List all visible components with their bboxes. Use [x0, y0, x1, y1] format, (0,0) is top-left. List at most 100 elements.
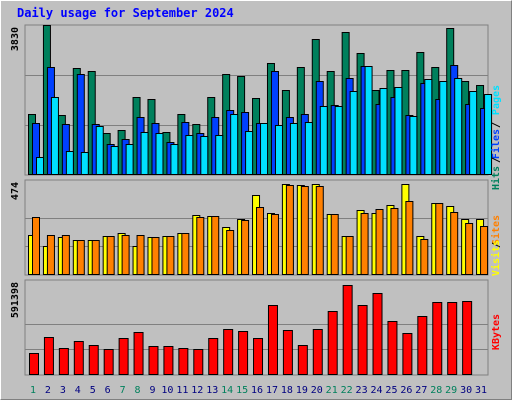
day-label-27: 27 — [415, 385, 427, 396]
bar-sites-day-1 — [32, 217, 40, 275]
bar-pages-day-7 — [125, 144, 134, 175]
bar-kbytes-day-14 — [223, 329, 234, 375]
legend-hits-0: Hits — [490, 166, 502, 190]
day-label-4: 4 — [75, 385, 81, 396]
day-label-23: 23 — [356, 385, 368, 396]
bar-pages-day-23 — [364, 66, 373, 175]
bar-kbytes-day-26 — [402, 333, 413, 375]
bar-kbytes-day-1 — [29, 353, 39, 375]
day-label-13: 13 — [206, 385, 218, 396]
bar-sites-day-22 — [345, 236, 354, 275]
day-label-7: 7 — [120, 385, 126, 396]
bar-pages-day-10 — [170, 144, 179, 175]
day-label-6: 6 — [105, 385, 111, 396]
bar-sites-day-16 — [256, 207, 265, 275]
day-label-9: 9 — [149, 385, 155, 396]
bar-sites-day-5 — [91, 240, 100, 275]
bar-pages-day-18 — [289, 123, 298, 175]
bar-pages-day-17 — [274, 125, 283, 175]
bar-sites-day-9 — [151, 237, 160, 275]
bar-pages-day-8 — [140, 132, 149, 175]
bar-kbytes-day-16 — [253, 338, 264, 375]
bar-kbytes-day-22 — [342, 285, 353, 375]
bar-sites-day-17 — [270, 214, 279, 275]
bar-kbytes-day-25 — [387, 321, 398, 375]
bar-sites-day-27 — [420, 239, 429, 275]
bar-pages-day-31 — [484, 94, 493, 175]
bar-sites-day-14 — [226, 230, 235, 275]
bar-kbytes-day-18 — [282, 330, 293, 375]
bar-pages-day-20 — [319, 106, 328, 175]
legend-slash-0: / — [491, 122, 502, 128]
day-label-19: 19 — [296, 385, 308, 396]
bar-sites-day-25 — [390, 208, 399, 275]
bar-sites-day-20 — [315, 186, 324, 275]
day-label-20: 20 — [311, 385, 323, 396]
bar-kbytes-day-8 — [133, 332, 144, 375]
bar-sites-day-7 — [121, 235, 130, 275]
day-label-8: 8 — [135, 385, 141, 396]
day-label-25: 25 — [385, 385, 397, 396]
chart-title: Daily usage for September 2024 — [17, 6, 234, 20]
bar-sites-day-4 — [76, 240, 85, 275]
bar-kbytes-day-3 — [58, 348, 69, 375]
bar-sites-day-30 — [465, 223, 474, 275]
day-label-18: 18 — [281, 385, 293, 396]
bar-kbytes-day-19 — [297, 345, 308, 375]
bar-sites-day-31 — [480, 226, 489, 275]
bar-kbytes-day-21 — [327, 311, 338, 375]
legend-sites-1: Sites — [490, 215, 502, 245]
bar-pages-day-25 — [394, 87, 403, 175]
bar-kbytes-day-12 — [193, 349, 204, 375]
day-label-31: 31 — [475, 385, 487, 396]
bar-sites-day-11 — [181, 233, 190, 275]
bar-sites-day-10 — [166, 236, 175, 275]
bar-pages-day-3 — [65, 151, 74, 175]
bar-sites-day-19 — [300, 186, 309, 275]
bar-pages-day-15 — [245, 131, 254, 175]
bar-pages-day-4 — [80, 152, 89, 175]
day-label-15: 15 — [236, 385, 248, 396]
bar-pages-day-1 — [36, 157, 44, 175]
bar-sites-day-2 — [46, 235, 55, 275]
legend-kbytes-2: KBytes — [491, 314, 502, 350]
bar-kbytes-day-23 — [357, 305, 368, 375]
day-label-17: 17 — [266, 385, 278, 396]
bar-kbytes-day-20 — [312, 329, 323, 375]
bar-kbytes-day-7 — [118, 338, 129, 375]
day-label-22: 22 — [341, 385, 353, 396]
bar-kbytes-day-27 — [417, 316, 428, 375]
bar-sites-day-13 — [211, 216, 220, 275]
day-label-1: 1 — [30, 385, 36, 396]
bar-kbytes-day-30 — [462, 301, 473, 375]
bar-kbytes-day-9 — [148, 346, 159, 375]
bar-kbytes-day-4 — [73, 341, 84, 375]
bar-pages-day-9 — [155, 133, 164, 175]
bar-kbytes-day-28 — [432, 302, 443, 375]
bar-sites-day-29 — [450, 212, 459, 275]
bar-kbytes-day-5 — [88, 345, 99, 375]
bar-sites-day-8 — [136, 235, 145, 275]
bar-pages-day-5 — [95, 126, 104, 175]
bar-pages-day-30 — [469, 91, 478, 175]
bar-pages-day-6 — [110, 146, 119, 175]
day-label-14: 14 — [221, 385, 233, 396]
bar-kbytes-day-6 — [103, 349, 114, 375]
bar-sites-day-28 — [435, 203, 444, 275]
bar-pages-day-21 — [334, 106, 343, 175]
ymax-label-kbytes: 591398 — [10, 282, 21, 318]
bar-pages-day-28 — [439, 81, 448, 175]
bar-pages-day-26 — [409, 116, 418, 175]
bar-kbytes-day-15 — [238, 331, 249, 375]
bar-pages-day-2 — [50, 97, 59, 175]
bar-sites-day-15 — [241, 220, 250, 275]
bar-pages-day-19 — [304, 122, 313, 175]
legend-visits-1: Visits — [490, 240, 502, 276]
bar-kbytes-day-13 — [208, 338, 219, 375]
day-label-10: 10 — [161, 385, 173, 396]
day-label-21: 21 — [326, 385, 338, 396]
day-label-5: 5 — [90, 385, 96, 396]
bar-pages-day-22 — [349, 91, 358, 175]
day-label-29: 29 — [445, 385, 457, 396]
